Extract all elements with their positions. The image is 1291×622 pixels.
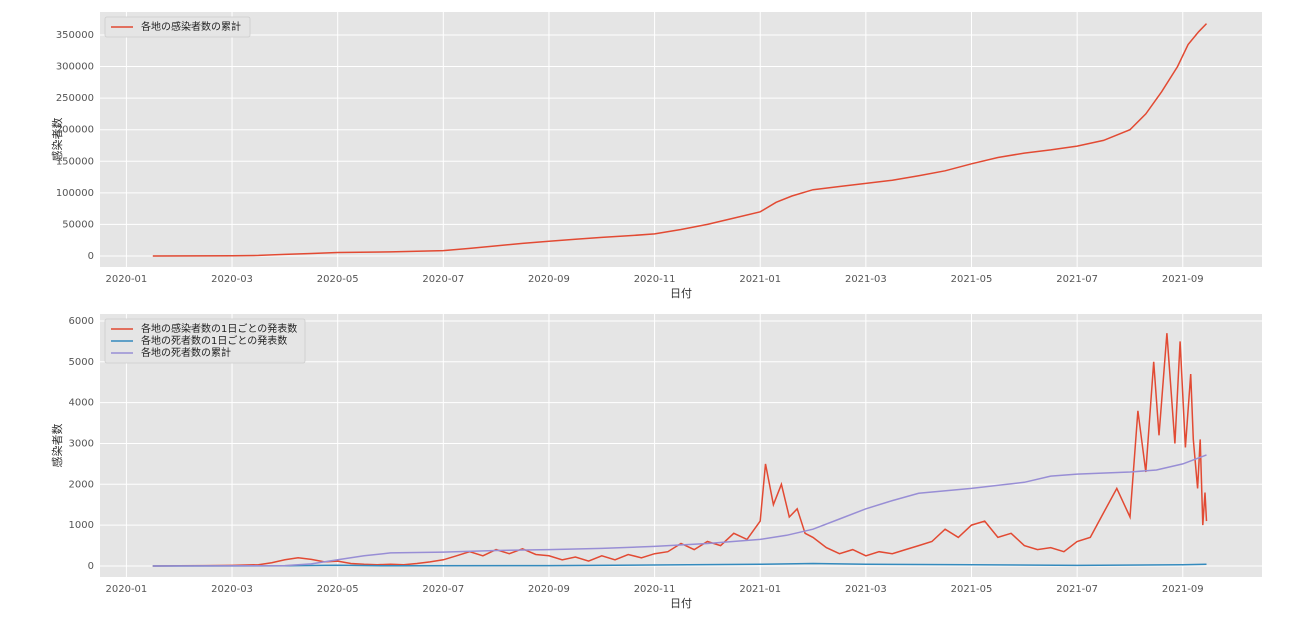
x-tick-label: 2020-01 [106, 584, 148, 595]
y-tick-label: 3000 [69, 438, 94, 449]
x-tick-label: 2021-09 [1162, 274, 1204, 285]
y-tick-label: 6000 [69, 316, 94, 327]
x-tick-label: 2021-05 [951, 274, 993, 285]
y-tick-label: 350000 [56, 30, 94, 41]
x-tick-label: 2021-07 [1056, 274, 1098, 285]
y-tick-label: 300000 [56, 62, 94, 73]
x-axis-label: 日付 [670, 287, 692, 300]
y-tick-label: 200000 [56, 125, 94, 136]
x-tick-label: 2020-09 [528, 584, 570, 595]
x-tick-label: 2021-03 [845, 274, 887, 285]
data-line [152, 562, 1207, 567]
x-tick-label: 2020-07 [422, 584, 464, 595]
x-tick-label: 2020-07 [422, 274, 464, 285]
x-tick-label: 2020-03 [211, 274, 253, 285]
y-tick-label: 100000 [56, 188, 94, 199]
y-tick-label: 150000 [56, 156, 94, 167]
x-tick-label: 2021-03 [845, 584, 887, 595]
y-tick-label: 5000 [69, 357, 94, 368]
x-tick-label: 2021-05 [951, 584, 993, 595]
data-line [152, 23, 1208, 257]
y-tick-label: 2000 [69, 479, 94, 490]
legend-label: 各地の死者数の累計 [141, 346, 231, 359]
x-tick-label: 2020-01 [106, 274, 148, 285]
y-axis-label: 感染者数 [50, 118, 64, 162]
x-tick-label: 2020-05 [317, 274, 359, 285]
x-tick-label: 2021-07 [1056, 584, 1098, 595]
x-tick-label: 2021-09 [1162, 584, 1204, 595]
x-tick-label: 2021-01 [739, 274, 781, 285]
legend-label: 各地の死者数の1日ごとの発表数 [141, 334, 287, 347]
x-tick-label: 2020-11 [634, 274, 676, 285]
legend-label: 各地の感染者数の1日ごとの発表数 [141, 322, 297, 335]
y-tick-label: 4000 [69, 398, 94, 409]
legend-box [104, 16, 251, 38]
y-axis-label: 感染者数 [50, 424, 64, 468]
y-tick-label: 50000 [62, 219, 94, 230]
legend-label: 各地の感染者数の累計 [141, 20, 241, 33]
legend-box [104, 318, 306, 364]
x-axis-label: 日付 [670, 597, 692, 610]
x-tick-label: 2020-09 [528, 274, 570, 285]
y-tick-label: 250000 [56, 93, 94, 104]
x-tick-label: 2020-11 [634, 584, 676, 595]
y-tick-label: 1000 [69, 520, 94, 531]
data-line [152, 454, 1207, 567]
x-tick-label: 2021-01 [739, 584, 781, 595]
data-line [152, 333, 1208, 567]
x-tick-label: 2020-05 [317, 584, 359, 595]
x-tick-label: 2020-03 [211, 584, 253, 595]
y-tick-label: 0 [88, 561, 94, 572]
y-tick-label: 0 [88, 251, 94, 262]
